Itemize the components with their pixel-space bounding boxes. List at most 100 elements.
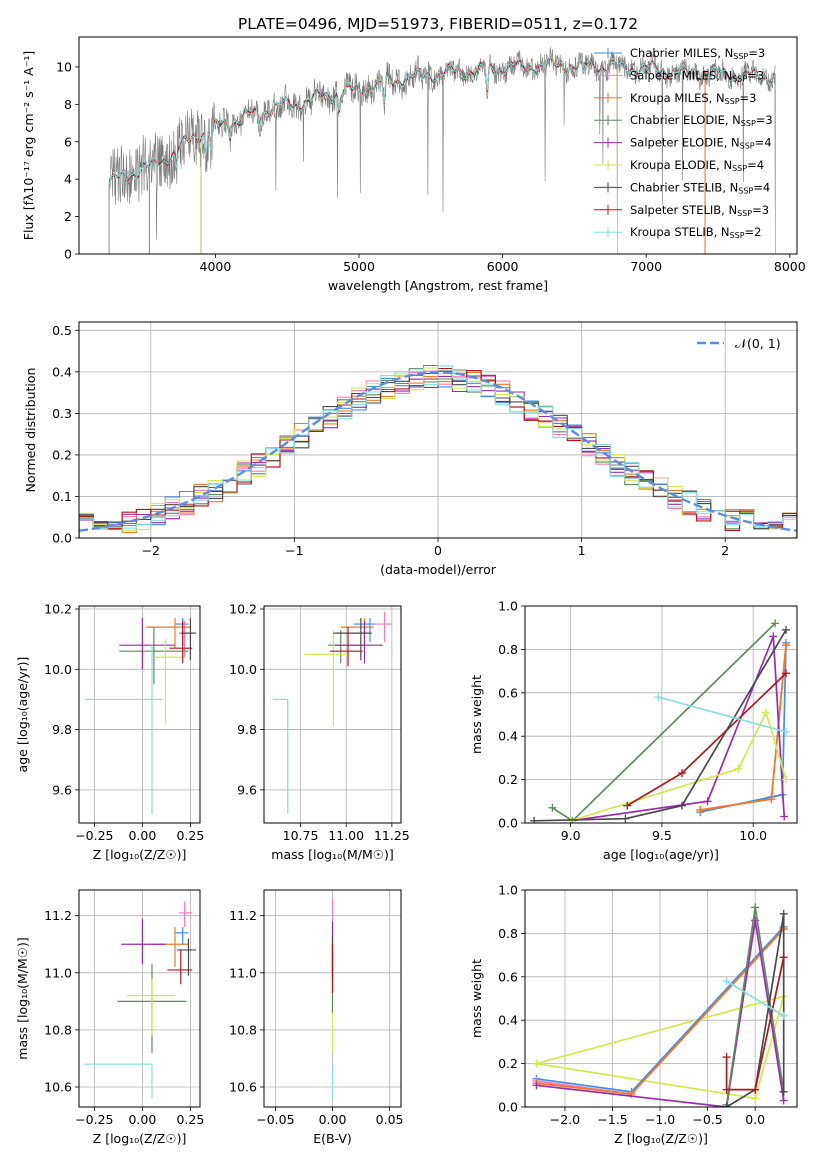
y-tick-label: 10.8 xyxy=(229,1022,257,1037)
legend-entry: Salpeter STELIB, NSSP=3 xyxy=(630,203,769,218)
y-tick-label: 11.2 xyxy=(229,908,257,923)
errorbar-salpeter-stelib xyxy=(167,949,193,985)
x-tick-label: 0.25 xyxy=(176,828,204,843)
y-tick-label: 10.8 xyxy=(44,1022,72,1037)
x-tick-label: 0.25 xyxy=(176,1112,204,1127)
axes-mass-vs-Z: −0.25 0.00 0.25 10.6 10.8 11.0 11.2 Z [log₁₀(Z/… xyxy=(15,889,204,1146)
y-tick-label: 10 xyxy=(56,59,72,74)
legend-entry: Kroupa STELIB, NSSP=2 xyxy=(630,225,761,240)
x-axis-label: Z [log₁₀(Z/Z☉)] xyxy=(93,1131,187,1146)
y-tick-label: 2 xyxy=(64,209,72,224)
x-tick-label: −2.0 xyxy=(550,1112,580,1127)
plot-area xyxy=(79,322,797,538)
x-axis-label: Z [log₁₀(Z/Z☉)] xyxy=(614,1131,708,1146)
axes-mass-vs-EBV: −0.05 0.00 0.05 10.6 10.8 11.0 11.2 E(B-V) xyxy=(229,889,404,1146)
errorbar-salpeter-stelib xyxy=(329,627,363,667)
y-axis-label: age [log₁₀(age/yr)] xyxy=(15,657,30,773)
y-tick-label: 0.3 xyxy=(52,406,72,421)
errorbar-salpeter-miles xyxy=(375,612,392,643)
errorbar-salpeter-stelib xyxy=(331,944,334,993)
x-tick-label: 2 xyxy=(721,543,729,558)
y-tick-label: 0.4 xyxy=(52,364,72,379)
y-axis-label: mass weight xyxy=(469,959,484,1038)
legend-entry: 𝒩(0, 1) xyxy=(735,336,781,351)
x-tick-label: −0.25 xyxy=(75,828,113,843)
x-tick-label: 0.05 xyxy=(376,1112,404,1127)
plot-area xyxy=(79,606,200,823)
x-tick-label: −1 xyxy=(285,543,303,558)
y-tick-label: 0.1 xyxy=(52,489,72,504)
y-tick-label: 0.0 xyxy=(498,816,518,831)
legend-entry: Kroupa MILES, NSSP=3 xyxy=(630,91,756,106)
x-tick-label: 11.00 xyxy=(328,828,364,843)
axes-residuals: −2 −1 0 1 2 0.0 0.1 0.2 0.3 0.4 0.5 (data-model)/er… xyxy=(23,321,798,577)
errorbar-kroupa-stelib xyxy=(84,1063,153,1099)
x-tick-label: 10.75 xyxy=(283,828,319,843)
y-tick-label: 0.8 xyxy=(498,642,518,657)
y-tick-label: 0.2 xyxy=(498,1056,518,1071)
plot-area xyxy=(525,890,797,1107)
series-line xyxy=(536,995,785,1100)
series-line xyxy=(726,913,785,1107)
histogram-kroupa-stelib xyxy=(79,365,797,538)
x-tick-label: 0.00 xyxy=(128,828,156,843)
errorbar-salpeter-stelib xyxy=(169,621,193,664)
x-tick-label: 10.0 xyxy=(739,828,767,843)
x-tick-label: 5000 xyxy=(343,259,375,274)
y-tick-label: 9.8 xyxy=(237,722,257,737)
gaussian-reference-line xyxy=(79,371,797,532)
legend-entry: Salpeter MILES, NSSP=3 xyxy=(630,68,764,83)
axes-spectrum: 4000 5000 6000 7000 8000 0 2 4 6 8 10 wavelength [A… xyxy=(21,36,806,293)
y-tick-label: 10.0 xyxy=(44,662,72,677)
x-axis-label: Z [log₁₀(Z/Z☉)] xyxy=(93,847,187,862)
x-tick-label: 0.00 xyxy=(319,1112,347,1127)
x-tick-label: −0.5 xyxy=(692,1112,722,1127)
series-kroupa-elodie xyxy=(566,708,791,823)
y-tick-label: 0.6 xyxy=(498,685,518,700)
x-axis-label: E(B-V) xyxy=(313,1131,352,1146)
x-tick-label: −1.5 xyxy=(597,1112,627,1127)
errorbar-chabrier-elodie xyxy=(119,627,189,685)
axes-frame xyxy=(78,36,798,255)
y-tick-label: 0.4 xyxy=(498,729,518,744)
y-tick-label: 9.6 xyxy=(237,782,257,797)
series-line xyxy=(570,709,787,822)
errorbar-salpeter-miles xyxy=(178,901,193,928)
x-tick-label: −2 xyxy=(142,543,160,558)
errorbar-chabrier-stelib xyxy=(180,618,197,661)
axes-frame xyxy=(263,605,402,824)
y-tick-label: 11.2 xyxy=(44,908,72,923)
axes-frame xyxy=(78,605,201,824)
x-tick-label: 8000 xyxy=(774,259,806,274)
series-line xyxy=(536,920,785,1107)
figure-title: PLATE=0496, MJD=51973, FIBERID=0511, z=0… xyxy=(238,15,638,33)
axes-frame xyxy=(263,889,402,1108)
axes-frame xyxy=(78,321,798,539)
y-tick-label: 0.0 xyxy=(498,1100,518,1115)
y-tick-label: 0.0 xyxy=(52,531,72,546)
errorbar-kroupa-elodie xyxy=(153,639,185,724)
y-tick-label: 9.8 xyxy=(52,722,72,737)
axes-age-vs-mass: 10.75 11.00 11.25 9.6 9.8 10.0 10.2 mass [log₁₀… xyxy=(229,602,410,862)
legend-entry: Salpeter ELODIE, NSSP=4 xyxy=(630,136,772,151)
series-line xyxy=(725,957,785,1091)
errorbar-kroupa-stelib xyxy=(84,645,162,814)
axes-frame xyxy=(78,889,201,1108)
errorbar-chabrier-miles xyxy=(175,927,189,945)
series-salpeter-stelib xyxy=(623,669,791,810)
errorbar-chabrier-stelib xyxy=(333,618,372,661)
errorbar-kroupa-stelib xyxy=(273,698,289,814)
x-tick-label: 0.00 xyxy=(128,1112,156,1127)
y-tick-label: 8 xyxy=(64,97,72,112)
y-tick-label: 10.2 xyxy=(44,602,72,617)
plot-area xyxy=(108,47,776,254)
x-tick-label: 9.5 xyxy=(652,828,672,843)
y-tick-label: 10.0 xyxy=(229,662,257,677)
y-tick-label: 1.0 xyxy=(498,883,518,898)
axes-mass-weight-vs-age: 9.0 9.5 10.0 0.0 0.2 0.4 0.6 0.8 1.0 age [log₁₀(a… xyxy=(469,599,798,862)
axes-frame xyxy=(524,605,798,824)
x-tick-label: 4000 xyxy=(200,259,232,274)
y-tick-label: 10.6 xyxy=(44,1080,72,1095)
y-tick-label: 0 xyxy=(64,247,72,262)
